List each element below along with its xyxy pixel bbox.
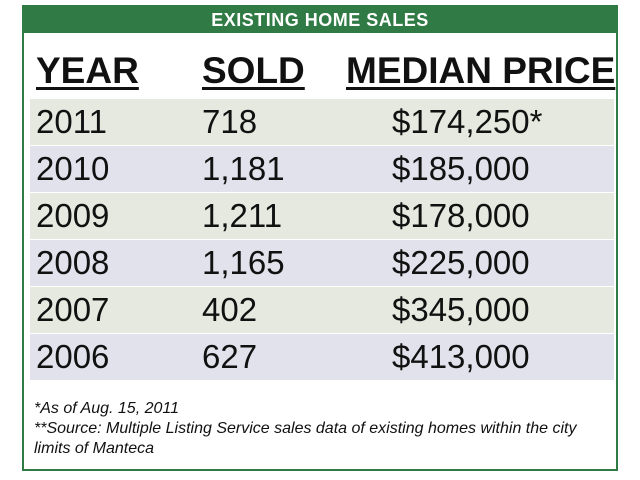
header-year: YEAR	[36, 50, 139, 91]
infographic-frame: EXISTING HOME SALES YEAR SOLD MEDIAN PRI…	[22, 5, 618, 471]
header-sold: SOLD	[202, 50, 305, 91]
table-row: 2008 1,165 $225,000	[30, 240, 614, 286]
footnote-source: **Source: Multiple Listing Service sales…	[34, 420, 577, 457]
banner-title: EXISTING HOME SALES	[24, 7, 616, 33]
table-row: 2011 718 $174,250*	[30, 99, 614, 145]
footnote-as-of: *As of Aug. 15, 2011	[34, 400, 179, 417]
cell-median-price: $345,000	[392, 291, 530, 328]
cell-sold: 627	[202, 338, 258, 375]
cell-median-price: $185,000	[392, 150, 530, 187]
table-row: 2007 402 $345,000	[30, 287, 614, 333]
cell-year: 2007	[36, 291, 110, 328]
cell-year: 2011	[36, 103, 107, 140]
cell-year: 2008	[36, 244, 110, 281]
footnotes: *As of Aug. 15, 2011 **Source: Multiple …	[34, 399, 610, 459]
table-row: 2009 1,211 $178,000	[30, 193, 614, 239]
cell-median-price: $178,000	[392, 197, 530, 234]
cell-year: 2006	[36, 338, 110, 375]
cell-sold: 1,211	[202, 197, 283, 234]
cell-sold: 402	[202, 291, 258, 328]
table-row: 2010 1,181 $185,000	[30, 146, 614, 192]
cell-year: 2009	[36, 197, 110, 234]
sales-table: 2011 718 $174,250* 2010 1,181 $185,000 2…	[30, 99, 614, 381]
cell-sold: 1,181	[202, 150, 285, 187]
cell-median-price: $413,000	[392, 338, 530, 375]
table-header: YEAR SOLD MEDIAN PRICE	[24, 47, 616, 95]
header-median-price: MEDIAN PRICE	[346, 50, 616, 91]
cell-median-price: $225,000	[392, 244, 530, 281]
cell-year: 2010	[36, 150, 110, 187]
cell-median-price: $174,250*	[392, 103, 543, 140]
cell-sold: 1,165	[202, 244, 285, 281]
cell-sold: 718	[202, 103, 258, 140]
table-row: 2006 627 $413,000	[30, 334, 614, 380]
